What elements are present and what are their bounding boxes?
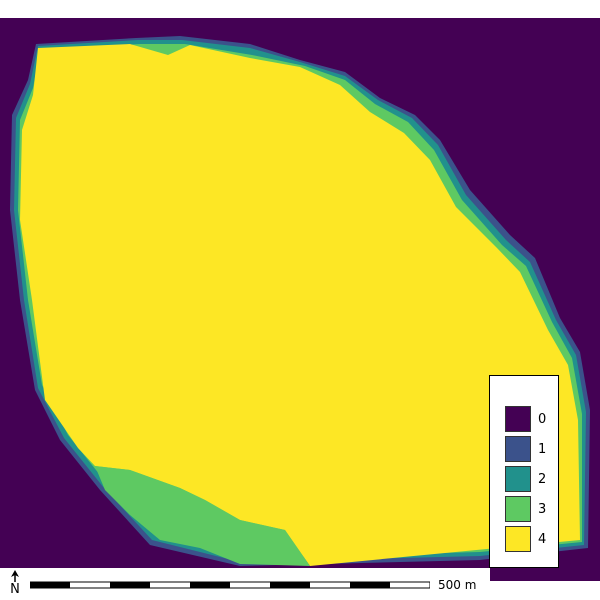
bottom-right-margin xyxy=(490,582,600,600)
raster-class-4-region xyxy=(20,44,580,566)
svg-text:N: N xyxy=(10,582,20,594)
raster-class-3-lobe xyxy=(95,466,310,566)
legend-swatch xyxy=(505,466,531,492)
north-arrow-icon: N xyxy=(10,570,20,594)
scale-bar-segment xyxy=(350,582,390,588)
legend-label: 0 xyxy=(538,412,547,427)
scale-bar-segment xyxy=(270,582,310,588)
scale-bar-label: 500 m xyxy=(438,578,477,592)
scale-bar-segment xyxy=(190,582,230,588)
legend-swatch xyxy=(505,496,531,522)
legend-label: 2 xyxy=(538,472,547,487)
legend-swatch xyxy=(505,526,531,552)
legend-label: 4 xyxy=(538,532,547,547)
legend-swatch xyxy=(505,436,531,462)
top-margin xyxy=(0,0,600,18)
scale-bar-segment xyxy=(110,582,150,588)
legend-label: 1 xyxy=(538,442,547,457)
scale-bar xyxy=(30,581,430,589)
scale-bar-segment xyxy=(30,582,70,588)
legend-swatch xyxy=(505,406,531,432)
legend-label: 3 xyxy=(538,502,547,517)
map-legend: 0 1 2 3 4 xyxy=(489,375,559,568)
